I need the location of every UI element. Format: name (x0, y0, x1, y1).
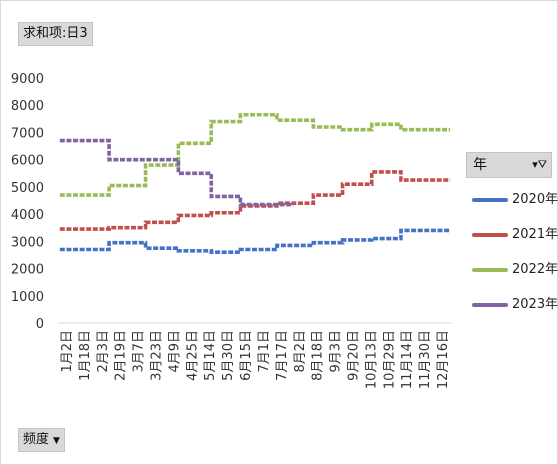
x-tick-label: 2月19日 (114, 330, 129, 381)
x-tick-label: 12月16日 (436, 330, 451, 389)
legend-swatch (472, 198, 508, 202)
x-tick-label: 9月3日 (329, 330, 344, 373)
y-tick-label: 6000 (11, 154, 44, 169)
series-line-2020年 (59, 228, 451, 255)
x-tick-label: 6月15日 (239, 330, 254, 381)
y-tick-label: 5000 (11, 181, 44, 196)
y-tick-label: 4000 (11, 208, 44, 223)
series-line-2022年 (59, 112, 451, 197)
y-tick-label: 9000 (11, 72, 44, 87)
x-tick-label: 5月14日 (203, 330, 218, 381)
x-tick-label: 5月30日 (221, 330, 236, 381)
y-tick-label: 2000 (11, 263, 44, 278)
x-tick-label: 1月18日 (78, 330, 93, 381)
series-line-2023年 (59, 138, 294, 207)
x-tick-label: 7月1日 (257, 330, 272, 373)
x-tick-label: 8月18日 (311, 330, 326, 381)
y-tick-label: 3000 (11, 235, 44, 250)
legend-swatch (472, 303, 508, 307)
x-tick-label: 4月25日 (185, 330, 200, 381)
legend-label: 2021年 (512, 227, 558, 242)
axis-field-button[interactable]: 频度 ▼ (18, 428, 65, 452)
axis-field-label: 频度 (23, 432, 50, 447)
y-tick-label: 7000 (11, 126, 44, 141)
x-tick-label: 11月30日 (418, 330, 433, 389)
x-tick-label: 4月9日 (167, 330, 182, 373)
legend-field-button[interactable]: 年 ▾⛛ (466, 152, 552, 178)
legend-label: 2022年 (512, 262, 558, 277)
y-tick-label: 1000 (11, 290, 44, 305)
x-tick-label: 3月7日 (132, 330, 147, 373)
y-tick-label: 8000 (11, 99, 44, 114)
x-tick-label: 8月2日 (293, 330, 308, 373)
x-tick-label: 7月17日 (275, 330, 290, 381)
legend-label: 2020年 (512, 192, 558, 207)
x-tick-label: 1月2日 (60, 330, 75, 373)
value-field-button[interactable]: 求和项:日3 (18, 22, 93, 46)
legend-field-label: 年 (473, 157, 487, 173)
x-tick-label: 10月13日 (364, 330, 379, 389)
x-tick-label: 11月14日 (400, 330, 415, 389)
filter-dropdown-icon: ▾⛛ (532, 158, 547, 171)
legend-swatch (472, 268, 508, 272)
legend-label: 2023年 (512, 297, 558, 312)
series-line-2021年 (59, 170, 451, 231)
x-tick-label: 10月29日 (382, 330, 397, 389)
dropdown-arrow-icon: ▼ (53, 436, 60, 446)
x-tick-label: 3月23日 (150, 330, 165, 381)
x-tick-label: 9月20日 (347, 330, 362, 381)
legend-swatch (472, 233, 508, 237)
y-tick-label: 0 (36, 317, 44, 332)
x-tick-label: 2月3日 (96, 330, 111, 373)
